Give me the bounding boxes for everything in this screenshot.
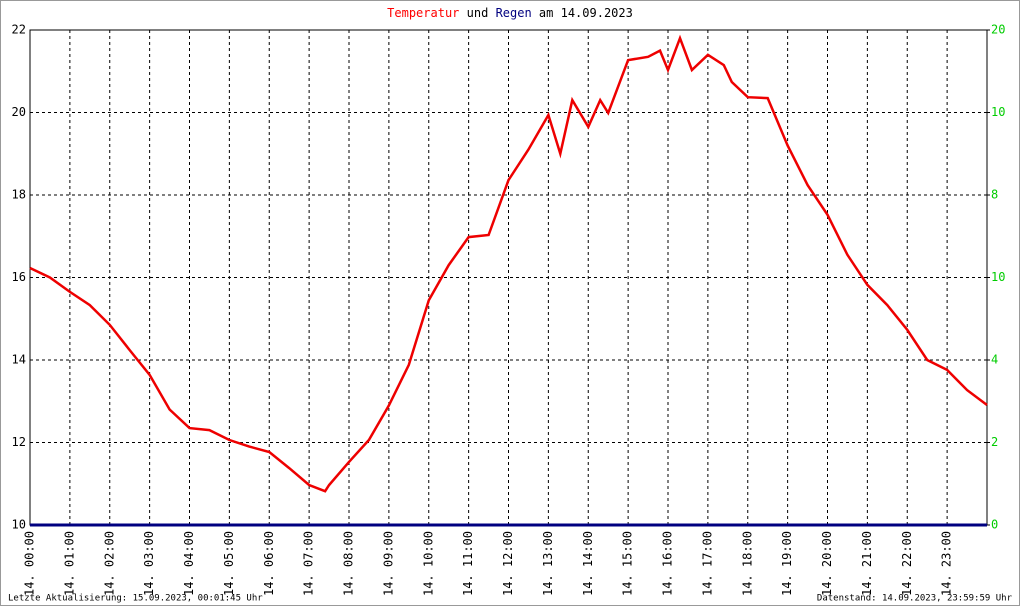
y2-tick-label: 0 (991, 518, 998, 532)
x-tick-label: 14. 06:00 (262, 531, 276, 596)
footer-right: Datenstand: 14.09.2023, 23:59:59 Uhr (817, 594, 1013, 604)
x-tick-label: 14. 11:00 (461, 531, 475, 596)
x-tick-label: 14. 17:00 (700, 531, 714, 596)
title-part: Temperatur (387, 6, 459, 20)
y2-tick-label: 8 (991, 188, 998, 202)
y2-tick-label: 4 (991, 353, 998, 367)
y-tick-label: 18 (12, 188, 26, 202)
x-tick-label: 14. 09:00 (381, 531, 395, 596)
x-tick-label: 14. 00:00 (23, 531, 37, 596)
y-tick-label: 12 (12, 435, 26, 449)
x-tick-label: 14. 03:00 (142, 531, 156, 596)
y-tick-label: 14 (12, 353, 26, 367)
y2-tick-label: 2 (991, 435, 998, 449)
x-tick-label: 14. 12:00 (501, 531, 515, 596)
title-part: Regen (496, 6, 532, 20)
footer-left: Letzte Aktualisierung: 15.09.2023, 00:01… (8, 594, 263, 604)
y2-tick-label: 20 (991, 23, 1005, 37)
x-tick-label: 14. 23:00 (940, 531, 954, 596)
y-tick-label: 22 (12, 23, 26, 37)
y2-tick-label: 10 (991, 270, 1005, 284)
x-tick-label: 14. 01:00 (62, 531, 76, 596)
y2-tick-label: 10 (991, 105, 1005, 119)
x-tick-label: 14. 22:00 (900, 531, 914, 596)
x-tick-label: 14. 02:00 (102, 531, 116, 596)
y-tick-label: 20 (12, 105, 26, 119)
y-tick-label: 16 (12, 270, 26, 284)
x-tick-label: 14. 07:00 (302, 531, 316, 596)
x-tick-label: 14. 08:00 (342, 531, 356, 596)
series-line (29, 34, 988, 493)
x-tick-label: 14. 16:00 (661, 531, 675, 596)
x-tick-label: 14. 18:00 (740, 531, 754, 596)
x-tick-label: 14. 04:00 (182, 531, 196, 596)
y-tick-label: 10 (12, 518, 26, 532)
chart-title: Temperatur und Regen am 14.09.2023 (387, 6, 633, 20)
title-part: und (467, 6, 489, 20)
x-tick-label: 14. 14:00 (581, 531, 595, 596)
x-tick-label: 14. 10:00 (421, 531, 435, 596)
x-tick-label: 14. 05:00 (222, 531, 236, 596)
x-tick-label: 14. 15:00 (621, 531, 635, 596)
x-tick-label: 14. 13:00 (541, 531, 555, 596)
x-tick-label: 14. 21:00 (860, 531, 874, 596)
title-part: am 14.09.2023 (539, 6, 633, 20)
x-tick-label: 14. 20:00 (820, 531, 834, 596)
x-tick-label: 14. 19:00 (780, 531, 794, 596)
